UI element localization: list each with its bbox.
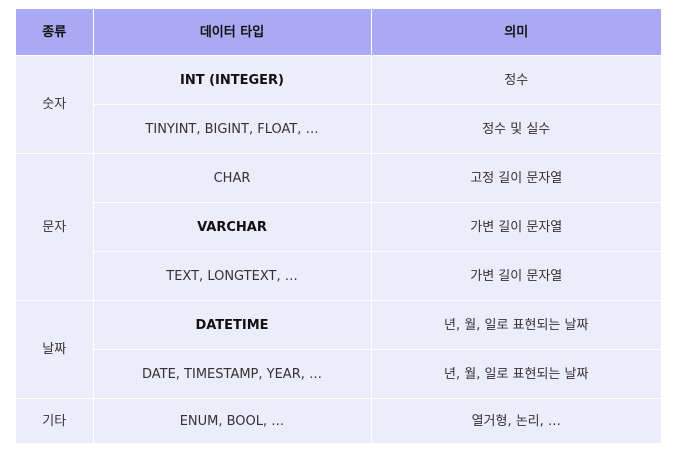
table-row: 기타 ENUM, BOOL, … 열거형, 논리, … — [16, 398, 661, 443]
category-cell-number: 숫자 — [16, 55, 94, 154]
meaning-cell: 년, 월, 일로 표현되는 날짜 — [371, 349, 661, 399]
category-cell-string: 문자 — [16, 153, 94, 301]
meaning-cell: 가변 길이 문자열 — [371, 251, 661, 301]
data-type-table-container: 종류 데이터 타입 의미 숫자 INT (INTEGER) 정수 TINYINT… — [16, 9, 661, 443]
category-cell-date: 날짜 — [16, 300, 94, 399]
meaning-cell: 정수 및 실수 — [371, 104, 661, 154]
table-header-row: 종류 데이터 타입 의미 — [16, 9, 661, 56]
table-row: TEXT, LONGTEXT, … 가변 길이 문자열 — [16, 251, 661, 301]
meaning-cell: 정수 — [371, 55, 661, 105]
data-type-cell: DATETIME — [93, 300, 372, 350]
data-type-cell: ENUM, BOOL, … — [93, 398, 372, 443]
data-type-cell: CHAR — [93, 153, 372, 203]
data-type-cell: DATE, TIMESTAMP, YEAR, … — [93, 349, 372, 399]
data-type-cell: TINYINT, BIGINT, FLOAT, … — [93, 104, 372, 154]
meaning-cell: 년, 월, 일로 표현되는 날짜 — [371, 300, 661, 350]
table-row: DATE, TIMESTAMP, YEAR, … 년, 월, 일로 표현되는 날… — [16, 349, 661, 399]
header-category: 종류 — [16, 9, 94, 56]
header-meaning: 의미 — [371, 9, 661, 56]
header-data-type: 데이터 타입 — [93, 9, 372, 56]
table-row: 숫자 INT (INTEGER) 정수 — [16, 55, 661, 154]
category-cell-etc: 기타 — [16, 398, 94, 443]
meaning-cell: 고정 길이 문자열 — [371, 153, 661, 203]
table-row: VARCHAR 가변 길이 문자열 — [16, 202, 661, 252]
data-type-cell: VARCHAR — [93, 202, 372, 252]
data-type-table: 종류 데이터 타입 의미 숫자 INT (INTEGER) 정수 TINYINT… — [16, 9, 661, 443]
data-type-cell: TEXT, LONGTEXT, … — [93, 251, 372, 301]
table-row: 문자 CHAR 고정 길이 문자열 — [16, 153, 661, 301]
data-type-cell: INT (INTEGER) — [93, 55, 372, 105]
meaning-cell: 가변 길이 문자열 — [371, 202, 661, 252]
meaning-cell: 열거형, 논리, … — [371, 398, 661, 443]
table-row: 날짜 DATETIME 년, 월, 일로 표현되는 날짜 — [16, 300, 661, 399]
table-row: TINYINT, BIGINT, FLOAT, … 정수 및 실수 — [16, 104, 661, 154]
